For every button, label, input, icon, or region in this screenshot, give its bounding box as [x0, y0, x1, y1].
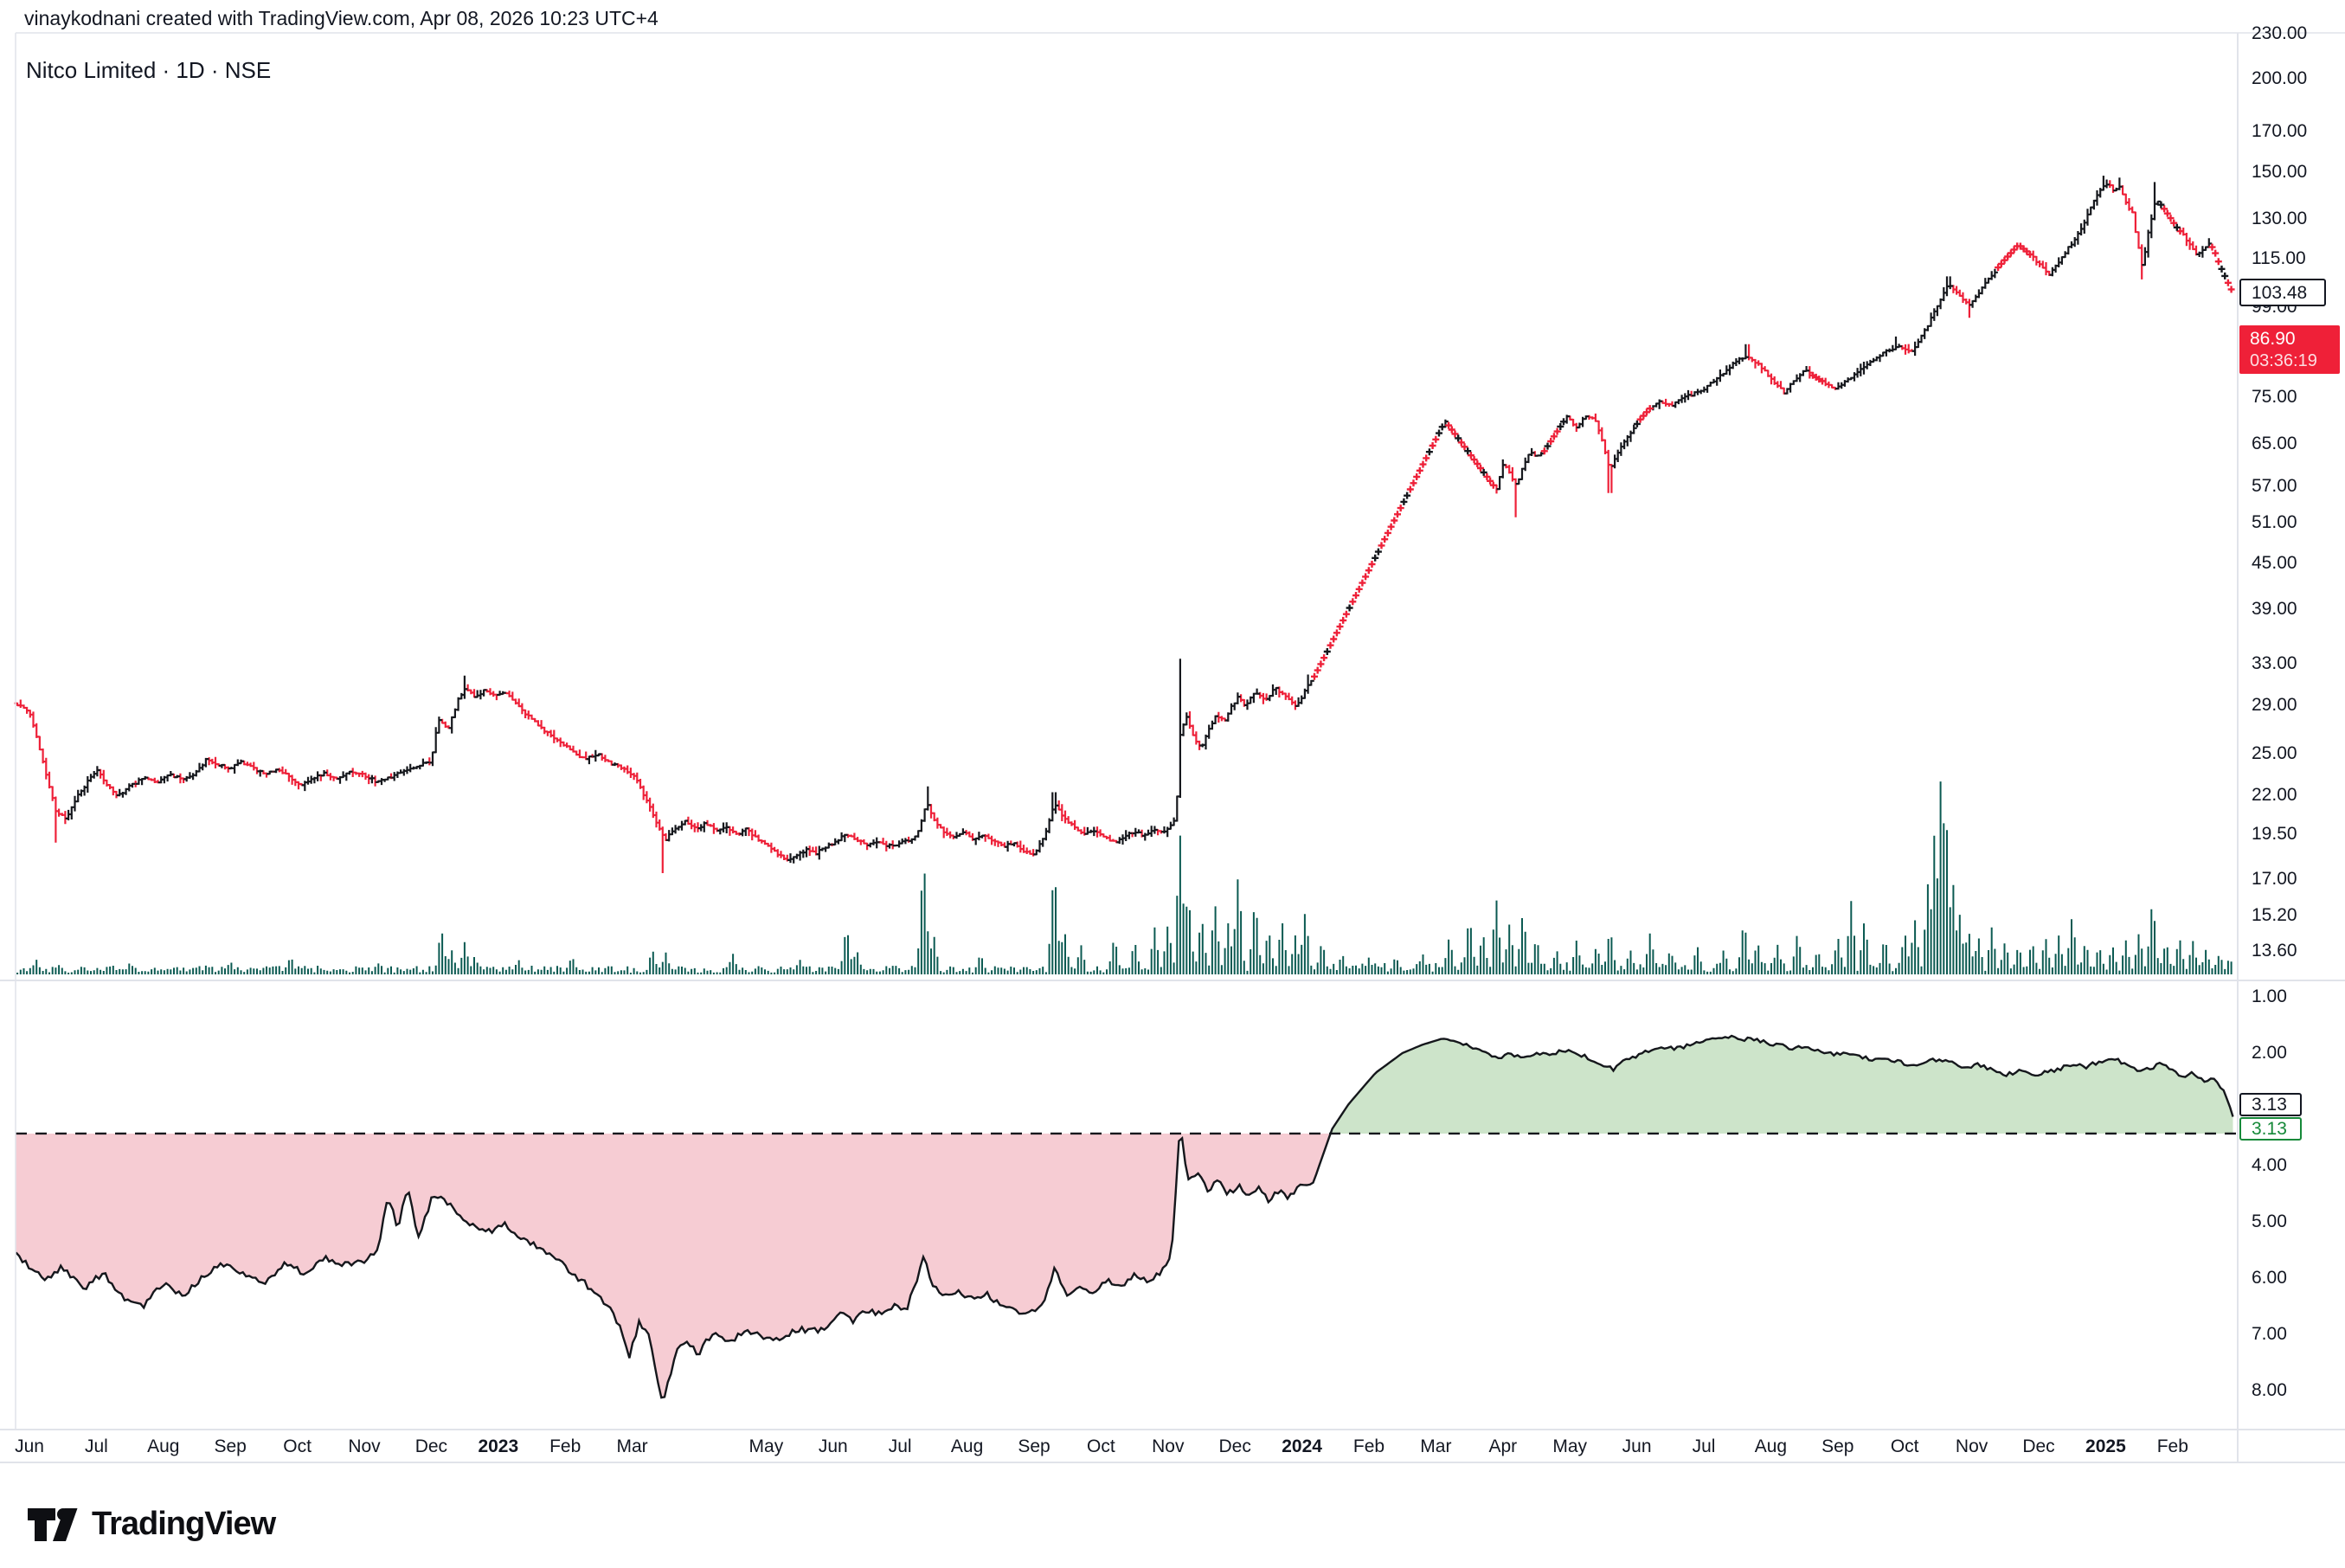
time-axis-label: Apr [1488, 1436, 1518, 1456]
indicator-axis-tick: 2.00 [2252, 1043, 2287, 1063]
current-price-value: 86.90 [2250, 328, 2296, 349]
time-axis-label: Jun [818, 1436, 848, 1456]
indicator-axis-tick: 6.00 [2252, 1268, 2287, 1288]
time-axis-label: 2024 [1282, 1436, 1322, 1456]
time-axis-label: Feb [549, 1436, 581, 1456]
indicator-line-label: 3.13 [2239, 1117, 2302, 1141]
circuit-dots-down [1311, 205, 2235, 680]
tradingview-logo-text: TradingView [92, 1505, 276, 1542]
price-axis-tick: 200.00 [2252, 68, 2308, 89]
time-axis-label: Nov [348, 1436, 381, 1456]
time-axis-label: Oct [1087, 1436, 1115, 1456]
indicator-axis-tick: 1.00 [2252, 986, 2287, 1006]
time-axis-label: Aug [1754, 1436, 1788, 1456]
last-price-label: 103.48 [2239, 279, 2326, 307]
price-axis-tick: 230.00 [2252, 22, 2308, 43]
time-axis-label: Aug [950, 1436, 984, 1456]
time-axis-label: Aug [147, 1436, 180, 1456]
bar-countdown: 03:36:19 [2250, 350, 2317, 370]
time-axis-label: Jun [1622, 1436, 1652, 1456]
time-axis-label: Feb [1352, 1436, 1385, 1456]
time-axis-label: Sep [214, 1436, 247, 1456]
price-bars-down [14, 180, 2200, 873]
time-axis-label: May [1552, 1436, 1588, 1456]
price-axis-tick: 75.00 [2252, 386, 2297, 407]
current-price-badge: 86.90 03:36:19 [2239, 325, 2340, 374]
price-axis-tick: 15.20 [2252, 904, 2297, 925]
indicator-axis-tick: 4.00 [2252, 1155, 2287, 1175]
time-axis-label: Jun [15, 1436, 44, 1456]
indicator-axis-tick: 7.00 [2252, 1324, 2287, 1344]
ratio-area-above [1330, 1036, 2233, 1134]
ratio-area-below [16, 1133, 2233, 1398]
time-axis-label: Jul [84, 1436, 108, 1456]
time-axis-label: Mar [1420, 1436, 1452, 1456]
ratio-line [15, 1034, 2234, 1399]
time-axis-label: Sep [1821, 1436, 1854, 1456]
time-axis-label: Nov [1955, 1436, 1988, 1456]
circuit-dots-up [1323, 201, 2229, 655]
price-axis-tick: 115.00 [2252, 247, 2306, 268]
time-axis-label: Jul [1692, 1436, 1716, 1456]
price-axis-tick: 29.00 [2252, 695, 2297, 716]
time-axis-label: 2023 [478, 1436, 519, 1456]
price-axis-tick: 33.00 [2252, 652, 2297, 673]
time-axis-label: Feb [2156, 1436, 2188, 1456]
attribution-text: vinaykodnani created with TradingView.co… [24, 7, 659, 29]
price-axis-tick: 25.00 [2252, 742, 2297, 763]
time-axis-label: May [748, 1436, 784, 1456]
price-axis-tick: 65.00 [2252, 433, 2297, 453]
time-axis-label: 2025 [2085, 1436, 2126, 1456]
time-axis-label: Mar [616, 1436, 648, 1456]
time-axis-label: Jul [888, 1436, 912, 1456]
price-axis-tick: 150.00 [2252, 162, 2308, 182]
price-axis-tick: 13.60 [2252, 941, 2297, 961]
tradingview-footer: TradingView [26, 1500, 276, 1548]
price-axis-tick: 19.50 [2252, 824, 2297, 845]
time-axis-label: Dec [414, 1436, 448, 1456]
price-axis-tick: 39.00 [2252, 599, 2297, 620]
price-axis-tick: 51.00 [2252, 511, 2297, 532]
price-axis-tick: 170.00 [2252, 121, 2308, 142]
price-axis-tick: 22.00 [2252, 784, 2297, 805]
tradingview-logo-icon [28, 1508, 78, 1541]
price-axis-tick: 17.00 [2252, 868, 2297, 889]
time-axis-label: Nov [1152, 1436, 1185, 1456]
price-axis-tick: 57.00 [2252, 475, 2297, 496]
time-axis-label: Oct [1890, 1436, 1919, 1456]
price-bars-up [65, 176, 2213, 864]
price-axis-tick: 45.00 [2252, 552, 2297, 573]
price-axis-tick: 130.00 [2252, 208, 2308, 228]
indicator-axis-tick: 8.00 [2252, 1380, 2287, 1400]
indicator-value-label: 3.13 [2239, 1093, 2302, 1117]
time-axis-label: Dec [1218, 1436, 1251, 1456]
volume-bars [16, 781, 2233, 974]
time-axis-label: Oct [283, 1436, 312, 1456]
time-axis-label: Sep [1018, 1436, 1050, 1456]
indicator-axis-tick: 5.00 [2252, 1211, 2287, 1231]
time-axis-label: Dec [2022, 1436, 2055, 1456]
chart-title: Nitco Limited · 1D · NSE [26, 57, 272, 83]
